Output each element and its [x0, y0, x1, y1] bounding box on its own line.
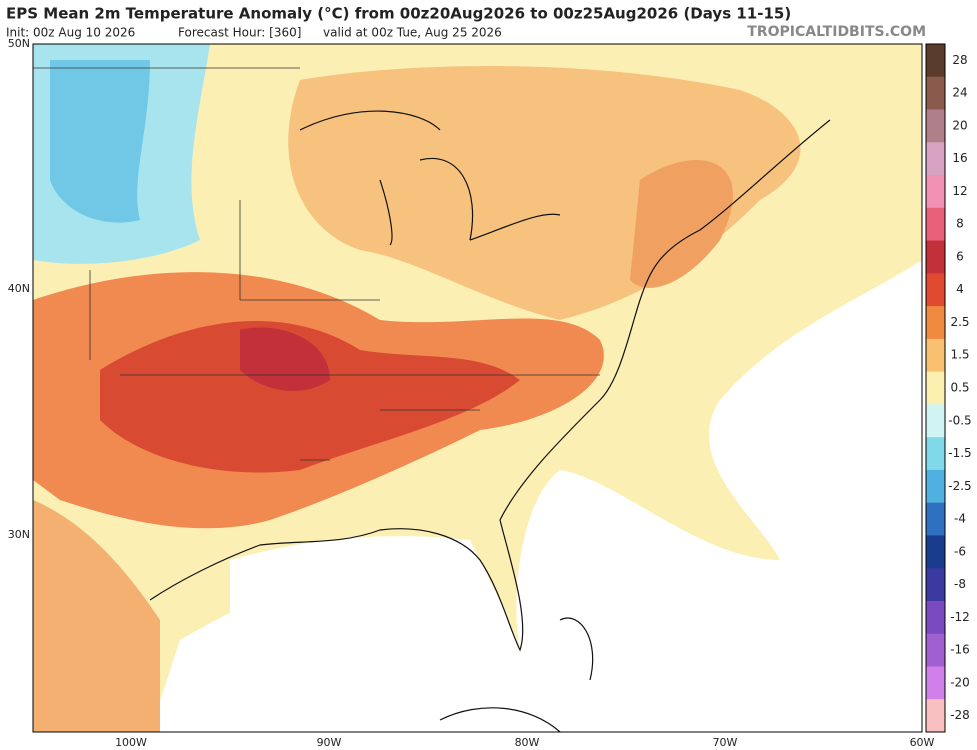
legend-label: 28: [952, 53, 967, 67]
legend-label: 16: [952, 151, 967, 165]
legend-label: -4: [954, 512, 966, 526]
legend-swatch: [926, 240, 945, 274]
legend-swatch: [926, 273, 945, 307]
legend-swatch: [926, 437, 945, 471]
valid: valid at 00z Tue, Aug 25 2026: [323, 26, 502, 40]
legend-swatch: [926, 666, 945, 700]
legend-label: 24: [952, 86, 967, 100]
legend-swatch: [926, 207, 945, 242]
legend-label: -1.5: [948, 446, 971, 460]
legend-swatch: [926, 371, 945, 405]
legend-swatch: [926, 404, 945, 438]
legend-label: 6: [956, 249, 964, 263]
legend-swatch: [926, 44, 945, 78]
title: EPS Mean 2m Temperature Anomaly (°C) fro…: [6, 5, 791, 23]
forecast-hour: Forecast Hour: [360]: [178, 26, 301, 40]
init: Init: 00z Aug 10 2026: [6, 26, 135, 40]
legend-label: -0.5: [948, 413, 971, 427]
legend-swatch: [926, 633, 945, 667]
legend-label: -8: [954, 577, 966, 591]
site: TROPICALTIDBITS.COM: [747, 24, 926, 40]
legend-swatch: [926, 568, 945, 602]
legend-swatch: [926, 175, 945, 209]
legend-swatch: [926, 600, 945, 635]
lon-label: 100W: [115, 736, 147, 749]
lat-label: 30N: [8, 528, 30, 541]
legend-swatch: [926, 109, 945, 143]
legend-swatch: [926, 76, 945, 111]
legend-label: 4: [956, 282, 964, 296]
lon-label: 60W: [910, 736, 935, 749]
map: [33, 44, 922, 732]
legend-swatch: [926, 469, 945, 504]
legend-swatch: [926, 699, 945, 733]
lat-label: 40N: [8, 282, 30, 295]
legend-label: 0.5: [950, 381, 969, 395]
legend-frame: [925, 43, 946, 733]
legend-swatch: [926, 502, 945, 536]
legend-label: -16: [950, 643, 970, 657]
legend-swatch: [926, 306, 945, 340]
legend-swatch: [926, 142, 945, 176]
legend-label: -6: [954, 544, 966, 558]
lon-label: 70W: [713, 736, 738, 749]
legend-label: 20: [952, 118, 967, 132]
legend-label: 2.5: [950, 315, 969, 329]
legend-swatch: [926, 535, 945, 569]
lon-label: 80W: [515, 736, 540, 749]
lat-label: 50N: [8, 37, 30, 50]
legend-label: 12: [952, 184, 967, 198]
legend-label: 1.5: [950, 348, 969, 362]
legend-swatch: [926, 338, 945, 373]
legend-label: -28: [950, 708, 970, 722]
legend-label: 8: [956, 217, 964, 231]
legend-label: -12: [950, 610, 970, 624]
lon-label: 90W: [317, 736, 342, 749]
map-frame: [32, 43, 923, 733]
legend-label: -2.5: [948, 479, 971, 493]
legend-label: -20: [950, 675, 970, 689]
